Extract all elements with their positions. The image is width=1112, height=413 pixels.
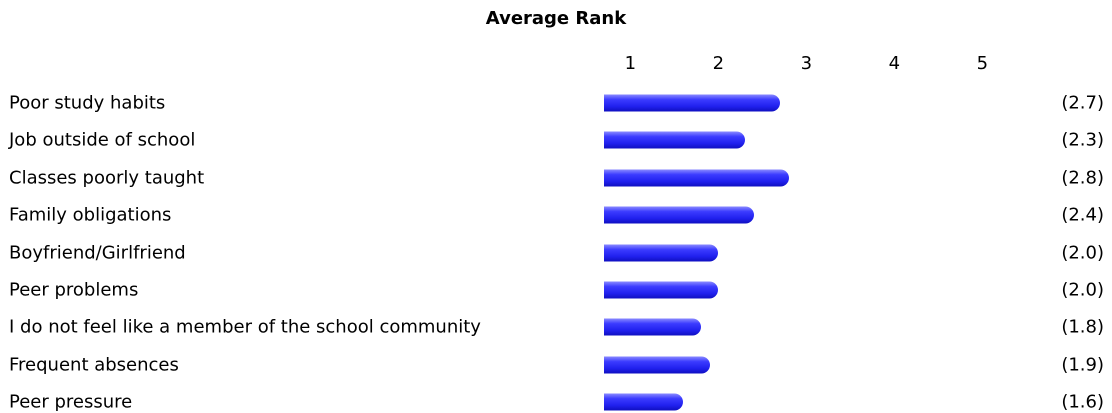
x-tick-label: 2 bbox=[712, 53, 725, 74]
bar bbox=[604, 356, 710, 374]
x-tick-label: 3 bbox=[800, 53, 813, 74]
category-label: Peer pressure bbox=[9, 391, 133, 413]
value-label: (1.9) bbox=[1061, 354, 1104, 376]
category-label: Family obligations bbox=[9, 204, 172, 226]
bar bbox=[604, 244, 719, 262]
category-label: Classes poorly taught bbox=[9, 167, 205, 189]
x-tick-label: 1 bbox=[624, 53, 637, 74]
value-label: (1.6) bbox=[1061, 391, 1104, 413]
value-label: (2.0) bbox=[1061, 279, 1104, 301]
x-tick-label: 4 bbox=[888, 53, 901, 74]
bar bbox=[604, 206, 754, 224]
category-label: Peer problems bbox=[9, 279, 139, 301]
value-label: (2.0) bbox=[1061, 242, 1104, 264]
value-label: (2.7) bbox=[1061, 92, 1104, 114]
category-label: Frequent absences bbox=[9, 354, 179, 376]
bar bbox=[604, 169, 789, 187]
bar bbox=[604, 94, 780, 112]
value-label: (1.8) bbox=[1061, 316, 1104, 338]
chart-title: Average Rank bbox=[485, 8, 627, 29]
category-label: I do not feel like a member of the schoo… bbox=[9, 316, 481, 338]
bar bbox=[604, 318, 701, 336]
category-label: Job outside of school bbox=[9, 129, 196, 151]
bar bbox=[604, 393, 684, 411]
category-label: Boyfriend/Girlfriend bbox=[9, 242, 186, 264]
value-label: (2.4) bbox=[1061, 204, 1104, 226]
value-label: (2.8) bbox=[1061, 167, 1104, 189]
bar bbox=[604, 131, 745, 149]
x-tick-label: 5 bbox=[976, 53, 989, 74]
bar bbox=[604, 281, 719, 299]
category-label: Poor study habits bbox=[9, 92, 166, 114]
value-label: (2.3) bbox=[1061, 129, 1104, 151]
